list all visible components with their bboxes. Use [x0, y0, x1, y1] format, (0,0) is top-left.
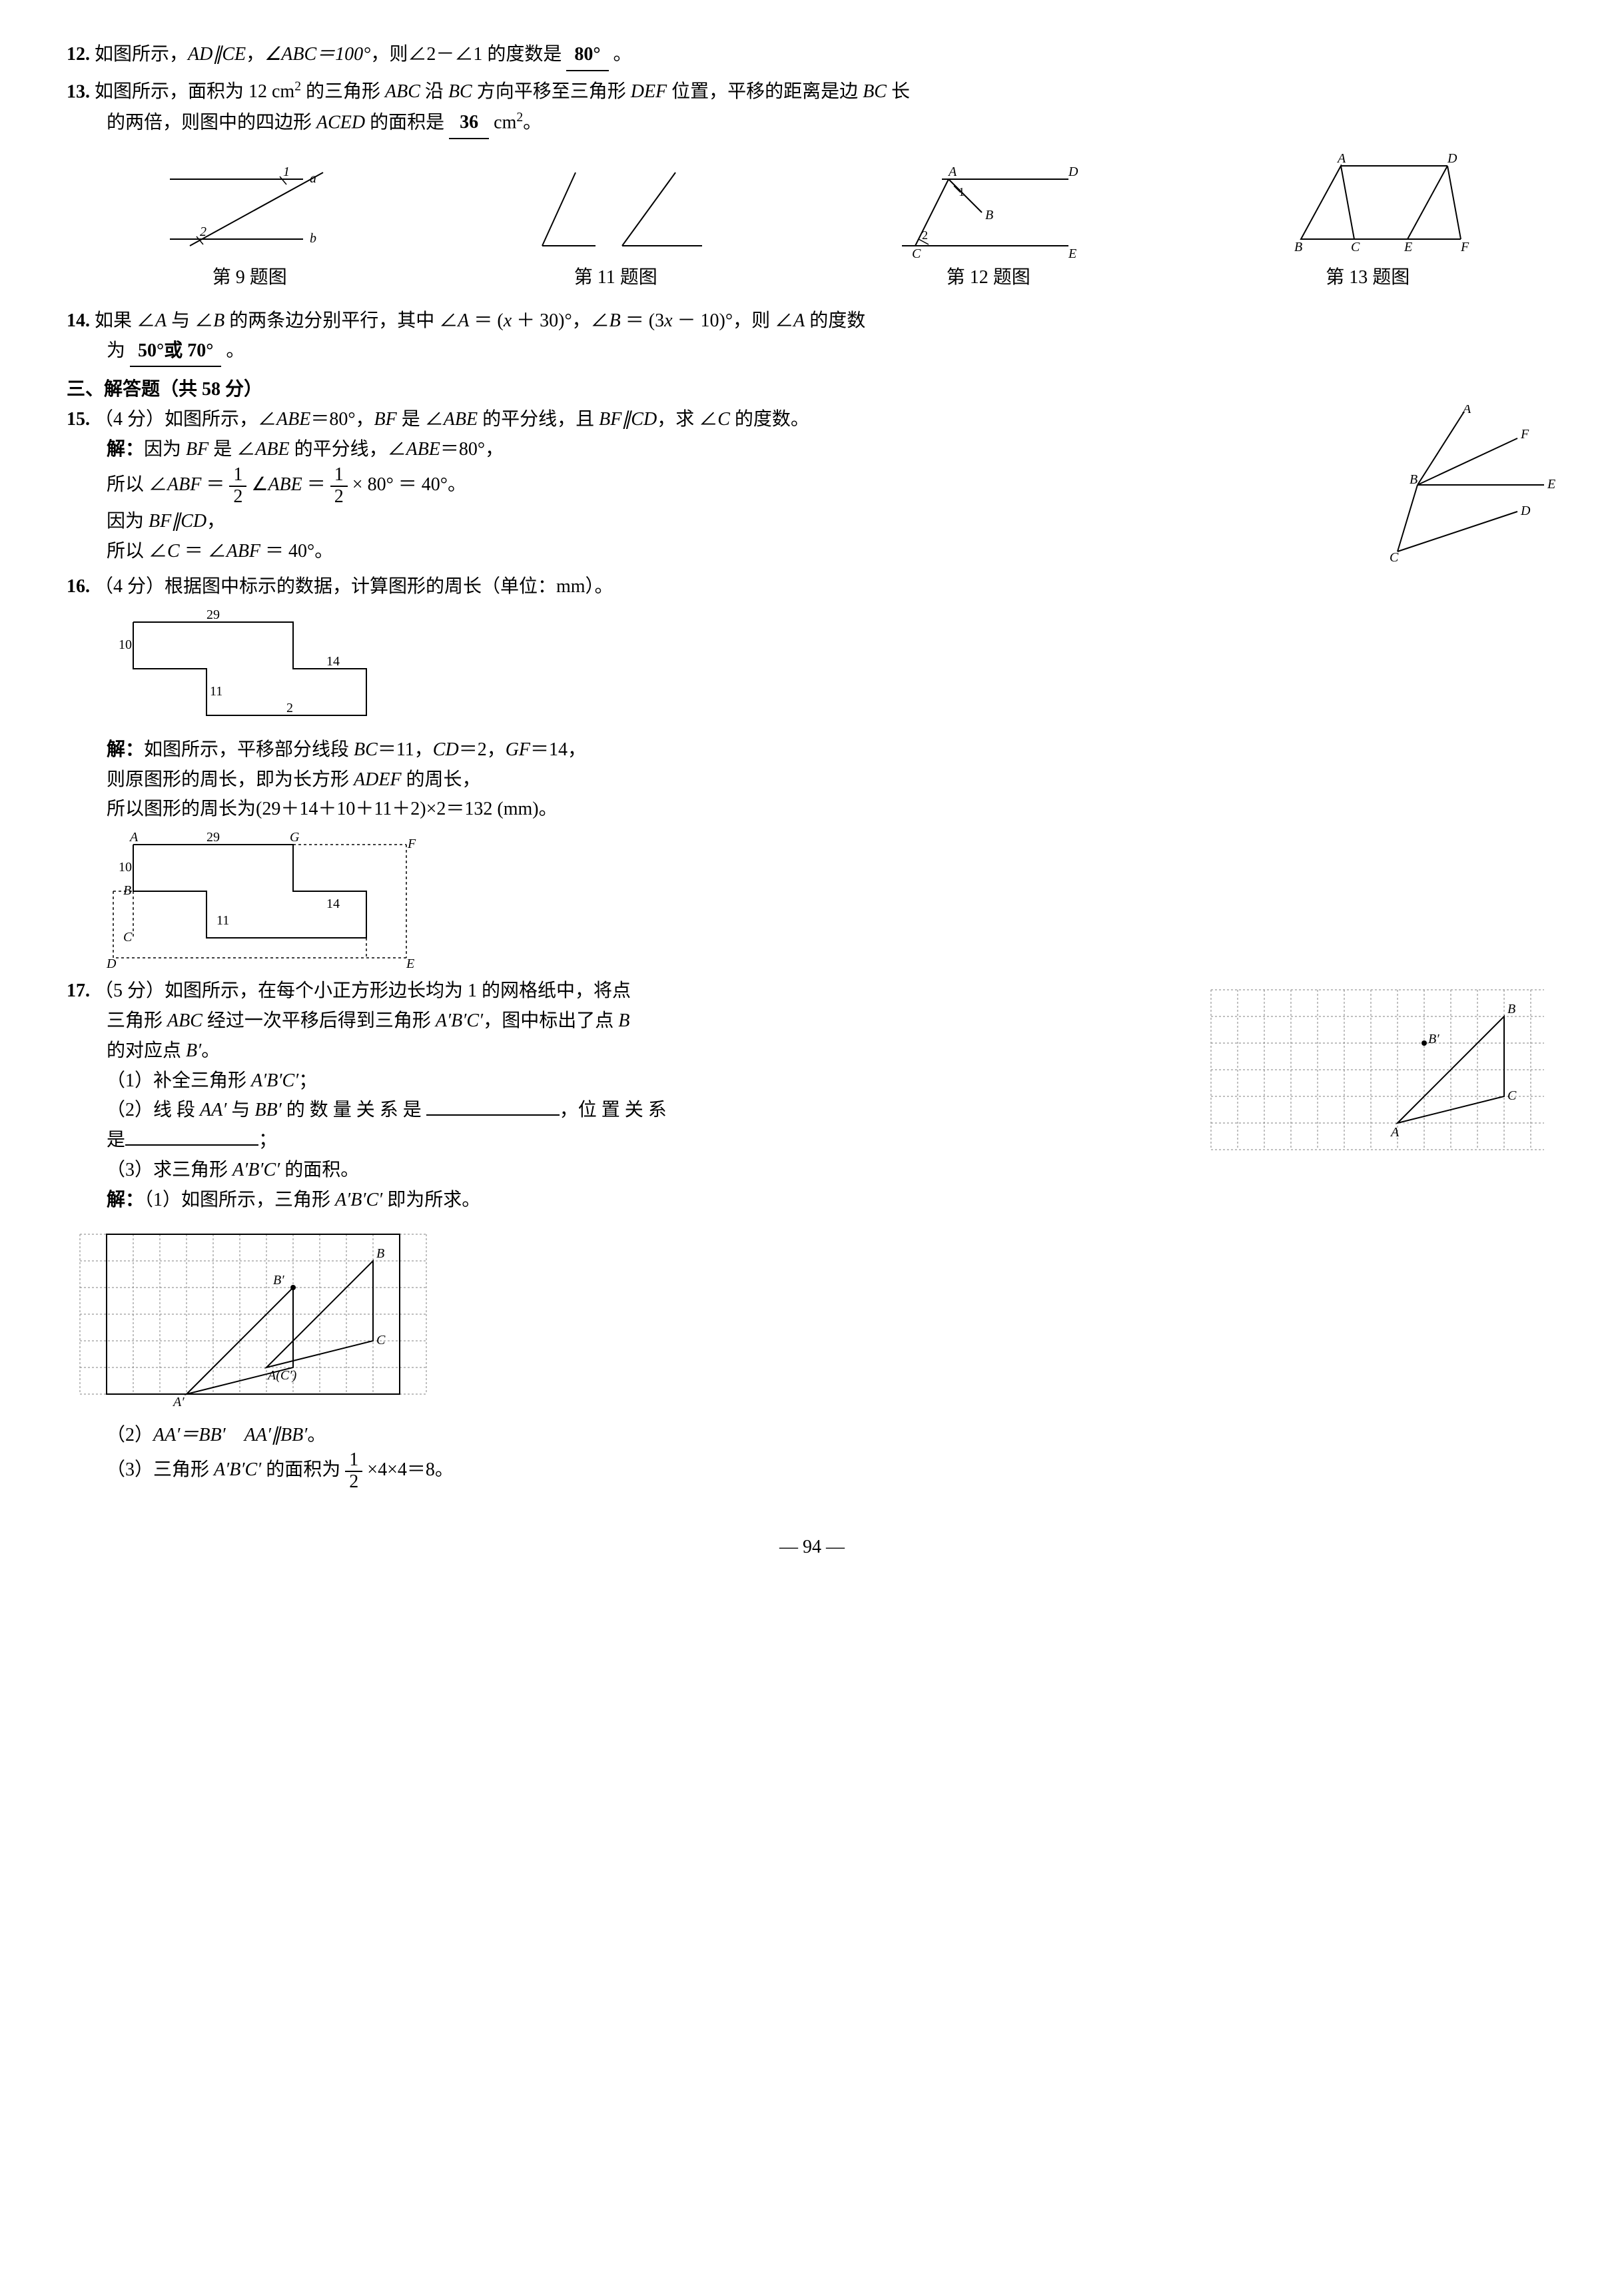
svg-text:2: 2 [922, 228, 928, 242]
question-12: 12. 如图所示，AD∥CE，∠ABC＝100°，则∠2－∠1 的度数是 80°… [67, 40, 1557, 71]
svg-text:C: C [1390, 550, 1399, 565]
svg-text:D: D [1447, 153, 1457, 166]
svg-text:C: C [376, 1333, 386, 1347]
svg-text:A: A [1336, 153, 1346, 166]
svg-text:1: 1 [283, 165, 290, 179]
svg-text:B: B [1507, 1002, 1515, 1016]
q15-num: 15. [67, 409, 90, 430]
svg-text:B′: B′ [1428, 1032, 1439, 1046]
question-16: 16. （4 分）根据图中标示的数据，计算图形的周长（单位：mm）。 29 10… [67, 572, 1557, 971]
q13-answer: 36 [449, 108, 489, 139]
q17-blank-1 [426, 1114, 560, 1116]
question-13: 13. 如图所示，面积为 12 cm2 的三角形 ABC 沿 BC 方向平移至三… [67, 77, 1557, 139]
figure-11: 第 11 题图 [516, 159, 715, 293]
q17-solution-2: （2）AA′＝BB′ AA′∥BB′。 [67, 1421, 1557, 1451]
q14-answer: 50°或 70° [130, 336, 221, 368]
q14-text: 如果 ∠A 与 ∠B 的两条边分别平行，其中 ∠A ＝ (x ＋ 30)°，∠B… [95, 310, 865, 331]
svg-text:D: D [1520, 504, 1531, 518]
question-15: 15. （4 分）如图所示，∠ABE＝80°，BF 是 ∠ABE 的平分线，且 … [67, 405, 1557, 567]
q17-blank-2 [125, 1144, 258, 1146]
figure-13: A D B C E F 第 13 题图 [1261, 153, 1474, 293]
svg-text:11: 11 [210, 684, 222, 699]
section-3-header: 三、解答题（共 58 分） [67, 375, 1557, 405]
svg-text:B: B [1294, 240, 1302, 254]
svg-text:A′: A′ [172, 1395, 185, 1409]
svg-text:B: B [985, 208, 993, 222]
q12-num: 12. [67, 44, 90, 65]
svg-text:C: C [1507, 1088, 1517, 1103]
svg-text:A(C′): A(C′) [266, 1368, 297, 1383]
q14-num: 14. [67, 310, 90, 331]
svg-text:E: E [1547, 477, 1555, 492]
page-number: — 94 — [67, 1533, 1557, 1563]
figure-9: 1 2 a b 第 9 题图 [150, 159, 350, 293]
q13-num: 13. [67, 81, 90, 102]
figure-16a: 29 10 11 14 2 [67, 602, 1557, 735]
q16-num: 16. [67, 576, 90, 597]
svg-text:14: 14 [326, 897, 340, 911]
svg-text:A: A [129, 830, 139, 845]
svg-text:A: A [947, 165, 957, 179]
svg-text:D: D [106, 956, 117, 971]
svg-text:E: E [1404, 240, 1412, 254]
svg-text:A: A [1461, 405, 1471, 416]
q12-answer: 80° [566, 40, 608, 71]
fig13-caption: 第 13 题图 [1261, 263, 1474, 293]
q16-solution: 解：如图所示，平移部分线段 BC＝11，CD＝2，GF＝14， 则原图形的周长，… [67, 735, 1557, 825]
fig12-caption: 第 12 题图 [882, 263, 1095, 293]
svg-text:G: G [290, 830, 300, 845]
svg-text:E: E [1068, 246, 1076, 259]
q15-solution: 解：因为 BF 是 ∠ABE 的平分线，∠ABE＝80°， 所以 ∠ABF ＝ … [67, 435, 1358, 567]
fig9-caption: 第 9 题图 [150, 263, 350, 293]
q17-solution-1: 解：（1）如图所示，三角形 A′B′C′ 即为所求。 [67, 1186, 1171, 1216]
svg-text:10: 10 [119, 637, 132, 652]
svg-text:14: 14 [326, 654, 340, 669]
svg-text:C: C [912, 246, 921, 259]
q17-line1: （5 分）如图所示，在每个小正方形边长均为 1 的网格纸中，将点 [95, 980, 631, 1001]
svg-text:B: B [376, 1246, 384, 1261]
svg-text:2: 2 [200, 224, 206, 239]
svg-text:C: C [123, 930, 133, 945]
figure-17a: A B B′ C [1198, 976, 1557, 1176]
question-17: 17. （5 分）如图所示，在每个小正方形边长均为 1 的网格纸中，将点 三角形… [67, 976, 1557, 1215]
svg-text:C: C [1351, 240, 1360, 254]
svg-text:11: 11 [216, 913, 229, 928]
figures-row-9-13: 1 2 a b 第 9 题图 第 11 题图 [67, 153, 1557, 293]
q17-num: 17. [67, 980, 90, 1001]
figure-12: A D B C E 1 2 第 12 题图 [882, 159, 1095, 293]
svg-text:B: B [1410, 472, 1418, 487]
svg-text:B: B [123, 883, 131, 898]
svg-text:29: 29 [206, 607, 220, 622]
svg-text:D: D [1068, 165, 1078, 179]
svg-text:A: A [1390, 1125, 1400, 1140]
q15-prompt: （4 分）如图所示，∠ABE＝80°，BF 是 ∠ABE 的平分线，且 BF∥C… [95, 409, 809, 430]
svg-text:E: E [406, 956, 414, 971]
figure-17b: A(C′) A′ B B′ C [67, 1221, 1557, 1421]
q13-text: 如图所示，面积为 12 cm2 的三角形 ABC 沿 BC 方向平移至三角形 D… [95, 81, 910, 102]
svg-text:2: 2 [286, 701, 293, 715]
svg-text:F: F [1460, 240, 1469, 254]
fig11-caption: 第 11 题图 [516, 263, 715, 293]
svg-text:B′: B′ [273, 1273, 284, 1288]
figure-15: A F B E D C [1384, 405, 1557, 565]
svg-text:10: 10 [119, 860, 132, 875]
figure-16b: A G F B C D E 29 10 11 14 [67, 825, 1557, 971]
q17-solution-3: （3）三角形 A′B′C′ 的面积为 12 ×4×4＝8。 [67, 1450, 1557, 1493]
svg-text:a: a [310, 171, 316, 186]
svg-text:b: b [310, 231, 316, 246]
svg-text:F: F [1520, 427, 1529, 442]
q12-text: 如图所示，AD∥CE，∠ABC＝100°，则∠2－∠1 的度数是 [95, 44, 566, 65]
q16-prompt: （4 分）根据图中标示的数据，计算图形的周长（单位：mm）。 [95, 576, 613, 597]
svg-text:F: F [407, 837, 416, 851]
question-14: 14. 如果 ∠A 与 ∠B 的两条边分别平行，其中 ∠A ＝ (x ＋ 30)… [67, 306, 1557, 368]
svg-text:29: 29 [206, 830, 220, 845]
